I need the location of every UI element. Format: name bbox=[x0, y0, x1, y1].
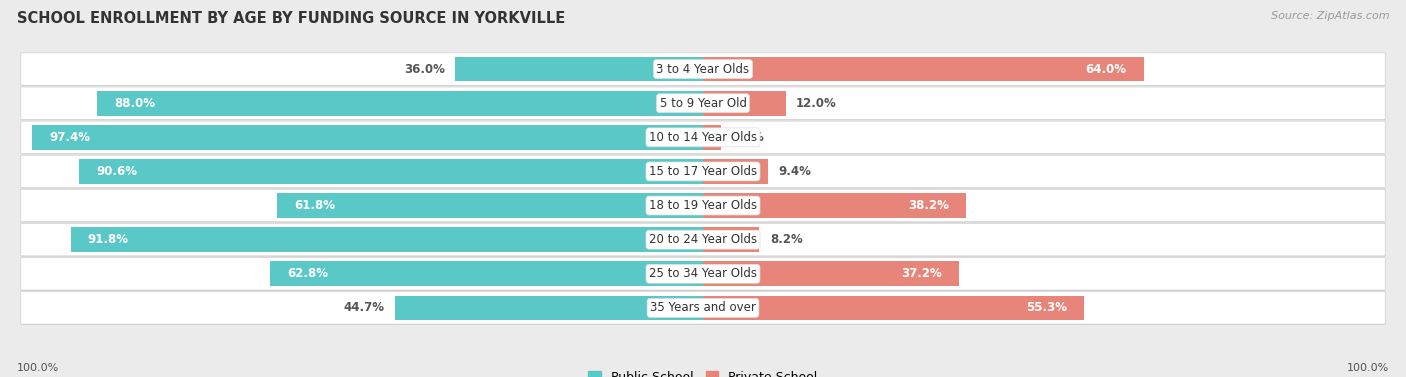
Bar bbox=[270, 262, 703, 286]
FancyBboxPatch shape bbox=[21, 53, 1385, 85]
Bar bbox=[277, 193, 703, 218]
FancyBboxPatch shape bbox=[21, 224, 1385, 257]
FancyBboxPatch shape bbox=[21, 189, 1385, 222]
Text: 5 to 9 Year Old: 5 to 9 Year Old bbox=[659, 97, 747, 110]
Bar bbox=[703, 57, 1144, 81]
Text: 15 to 17 Year Olds: 15 to 17 Year Olds bbox=[650, 165, 756, 178]
Text: 64.0%: 64.0% bbox=[1085, 63, 1126, 76]
Text: 61.8%: 61.8% bbox=[294, 199, 336, 212]
Text: 100.0%: 100.0% bbox=[1347, 363, 1389, 373]
Text: 38.2%: 38.2% bbox=[908, 199, 949, 212]
FancyBboxPatch shape bbox=[21, 121, 1385, 155]
Text: 10 to 14 Year Olds: 10 to 14 Year Olds bbox=[650, 131, 756, 144]
Text: 97.4%: 97.4% bbox=[49, 131, 90, 144]
Text: 44.7%: 44.7% bbox=[343, 301, 385, 314]
Bar bbox=[703, 227, 759, 252]
FancyBboxPatch shape bbox=[21, 292, 1385, 325]
Bar bbox=[395, 296, 703, 320]
Text: 91.8%: 91.8% bbox=[87, 233, 129, 246]
Text: 8.2%: 8.2% bbox=[770, 233, 803, 246]
Text: 25 to 34 Year Olds: 25 to 34 Year Olds bbox=[650, 267, 756, 280]
Bar bbox=[703, 159, 768, 184]
FancyBboxPatch shape bbox=[21, 155, 1385, 188]
Text: 2.6%: 2.6% bbox=[731, 131, 763, 144]
Text: 36.0%: 36.0% bbox=[404, 63, 444, 76]
Bar bbox=[703, 193, 966, 218]
Text: 37.2%: 37.2% bbox=[901, 267, 942, 280]
FancyBboxPatch shape bbox=[21, 53, 1385, 86]
Text: 62.8%: 62.8% bbox=[288, 267, 329, 280]
Bar bbox=[32, 125, 703, 150]
Bar bbox=[703, 91, 786, 115]
FancyBboxPatch shape bbox=[21, 87, 1385, 120]
Bar bbox=[703, 262, 959, 286]
FancyBboxPatch shape bbox=[21, 292, 1385, 324]
Text: 35 Years and over: 35 Years and over bbox=[650, 301, 756, 314]
FancyBboxPatch shape bbox=[21, 257, 1385, 290]
Text: 55.3%: 55.3% bbox=[1026, 301, 1067, 314]
Text: 3 to 4 Year Olds: 3 to 4 Year Olds bbox=[657, 63, 749, 76]
Text: Source: ZipAtlas.com: Source: ZipAtlas.com bbox=[1271, 11, 1389, 21]
FancyBboxPatch shape bbox=[21, 258, 1385, 291]
Text: 88.0%: 88.0% bbox=[114, 97, 155, 110]
Legend: Public School, Private School: Public School, Private School bbox=[583, 366, 823, 377]
Text: 90.6%: 90.6% bbox=[96, 165, 136, 178]
Text: 9.4%: 9.4% bbox=[778, 165, 811, 178]
FancyBboxPatch shape bbox=[21, 155, 1385, 188]
Text: SCHOOL ENROLLMENT BY AGE BY FUNDING SOURCE IN YORKVILLE: SCHOOL ENROLLMENT BY AGE BY FUNDING SOUR… bbox=[17, 11, 565, 26]
Bar bbox=[703, 125, 721, 150]
Bar bbox=[97, 91, 703, 115]
FancyBboxPatch shape bbox=[21, 121, 1385, 153]
Bar bbox=[70, 227, 703, 252]
Text: 100.0%: 100.0% bbox=[17, 363, 59, 373]
Text: 18 to 19 Year Olds: 18 to 19 Year Olds bbox=[650, 199, 756, 212]
FancyBboxPatch shape bbox=[21, 87, 1385, 120]
Bar bbox=[456, 57, 703, 81]
FancyBboxPatch shape bbox=[21, 190, 1385, 222]
Text: 20 to 24 Year Olds: 20 to 24 Year Olds bbox=[650, 233, 756, 246]
Text: 12.0%: 12.0% bbox=[796, 97, 837, 110]
Bar bbox=[79, 159, 703, 184]
Bar bbox=[703, 296, 1084, 320]
FancyBboxPatch shape bbox=[21, 224, 1385, 256]
